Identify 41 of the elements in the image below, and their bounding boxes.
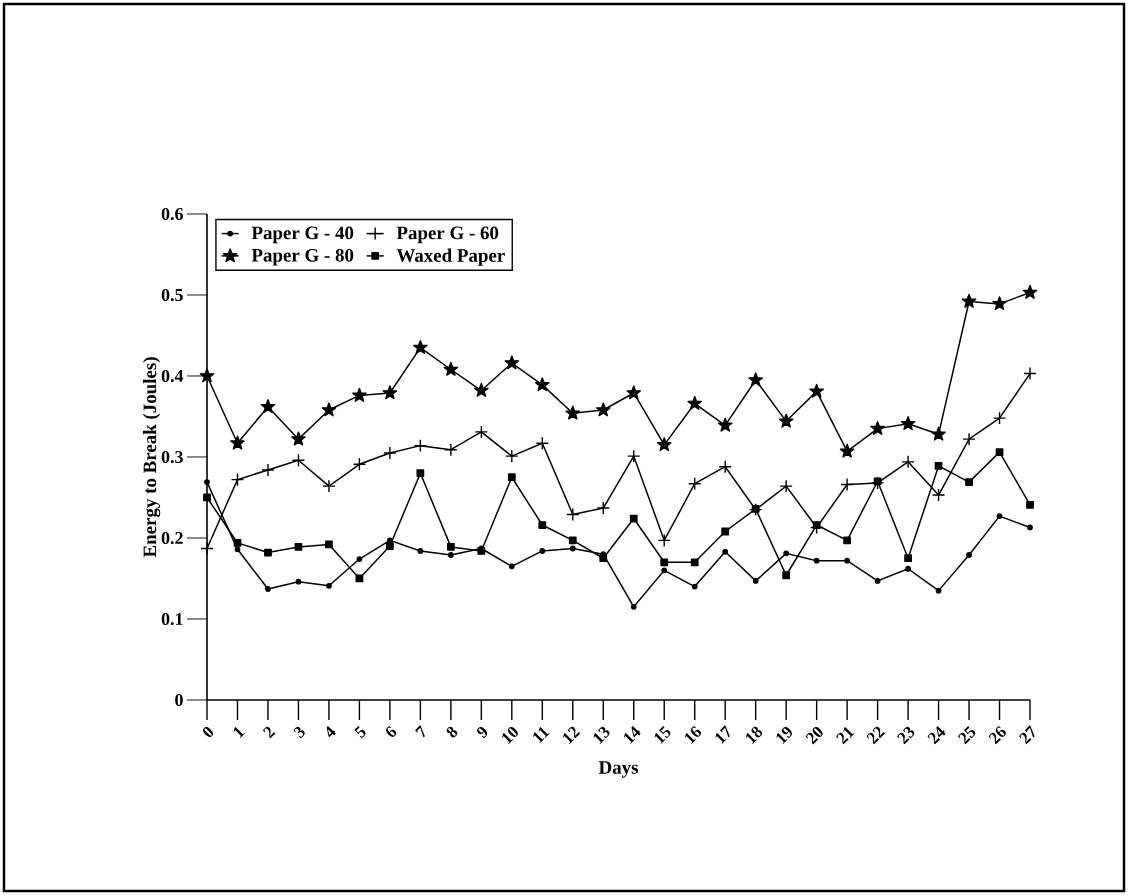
x-tick-label: 23 [897,726,915,745]
x-tick-label: 21 [836,726,855,745]
x-tick-label: 13 [593,726,610,744]
x-tick-label: 15 [654,726,671,744]
x-tick-label: 1 [233,726,245,738]
legend-label: Paper G - 60 [396,226,499,244]
x-tick-label: 18 [746,726,763,744]
y-axis-title: Energy to Break (Joules) [142,357,161,558]
x-tick-label: 19 [776,726,792,744]
x-axis-title: Days [598,761,639,778]
x-tick-label: 8 [446,726,458,738]
x-tick-label: 7 [415,725,425,738]
x-tick-label: 9 [477,726,488,739]
legend-label: Waxed Paper [396,248,505,266]
x-tick-label: 5 [354,725,366,739]
x-tick-label: 3 [293,726,305,739]
x-tick-label: 12 [563,726,581,744]
y-tick-label: 0 [175,693,183,707]
x-tick-label: 22 [866,726,886,745]
x-tick-label: 20 [805,726,823,745]
y-tick-label: 0.3 [161,450,183,464]
x-tick-label: 14 [624,726,641,744]
y-tick-label: 0.5 [161,288,183,302]
x-tick-label: 4 [326,725,336,738]
x-tick-label: 25 [958,726,976,745]
x-tick-label: 17 [715,725,730,744]
x-tick-label: 27 [1019,725,1035,745]
x-tick-label: 11 [533,726,550,744]
y-tick-label: 0.4 [161,369,184,383]
y-tick-label: 0.6 [161,207,183,221]
legend-label: Paper G - 80 [251,248,354,266]
x-tick-label: 16 [685,726,702,744]
y-tick-label: 0.2 [161,531,183,545]
x-tick-label: 0 [203,726,214,738]
y-tick-label: 0.1 [161,612,183,626]
legend-label: Paper G - 40 [251,226,354,244]
x-tick-label: 24 [927,726,946,745]
x-tick-label: 10 [502,726,518,744]
x-tick-label: 26 [988,726,1006,745]
x-tick-label: 6 [386,726,397,737]
x-tick-label: 2 [263,726,276,739]
